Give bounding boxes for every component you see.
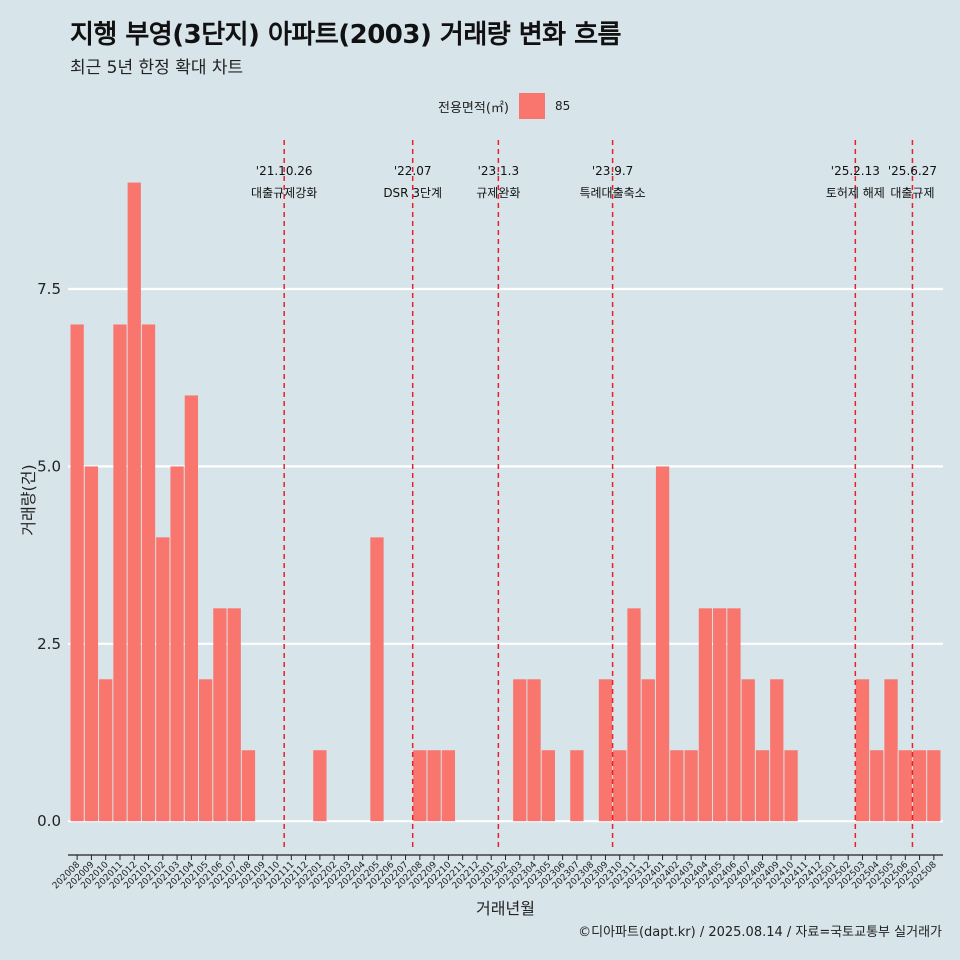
bar: [713, 608, 727, 822]
legend-swatch: [518, 93, 545, 119]
event-label: 규제완화: [476, 186, 520, 200]
bar: [156, 537, 170, 822]
bar: [413, 750, 427, 822]
event-label: 대출규제: [890, 186, 934, 200]
bar: [241, 750, 256, 822]
y-tick-label: 5.0: [37, 457, 61, 475]
bar: [527, 679, 541, 822]
bar: [898, 750, 912, 822]
bar: [99, 679, 113, 822]
bar: [427, 750, 441, 822]
bar: [684, 750, 698, 822]
event-date: '23.1.3: [478, 164, 519, 178]
event-date: '21.10.26: [256, 164, 313, 178]
bar: [784, 750, 798, 822]
bar: [698, 608, 713, 822]
bar: [441, 750, 456, 822]
legend-title: 전용면적(㎡): [438, 100, 509, 116]
y-tick-label: 2.5: [37, 635, 61, 653]
bar: [541, 750, 555, 822]
bar: [598, 679, 613, 822]
x-axis-title: 거래년월: [476, 899, 535, 918]
bar: [127, 182, 141, 822]
bar: [184, 395, 199, 822]
bar: [70, 324, 84, 822]
chart-title: 지행 부영(3단지) 아파트(2003) 거래량 변화 흐름: [70, 20, 621, 50]
bar: [855, 679, 870, 822]
event-date: '25.6.27: [888, 164, 937, 178]
bar: [613, 750, 627, 822]
bar: [870, 750, 884, 822]
chart-subtitle: 최근 5년 한정 확대 차트: [70, 58, 244, 78]
legend: 전용면적(㎡) 85: [438, 93, 570, 119]
bar: [113, 324, 127, 822]
event-date: '23.9.7: [592, 164, 633, 178]
bar: [570, 750, 584, 822]
event-label: 토허제 해제: [826, 186, 885, 200]
legend-key: 85: [554, 99, 571, 113]
bar: [313, 750, 327, 822]
bar: [670, 750, 684, 822]
event-label: 대출규제강화: [251, 186, 317, 200]
bar: [912, 750, 927, 822]
y-axis-title: 거래량(건): [19, 464, 38, 535]
bar: [641, 679, 655, 822]
bar: [741, 679, 755, 822]
bar: [727, 608, 741, 822]
bar: [170, 466, 184, 822]
bar: [513, 679, 527, 822]
bar: [141, 324, 156, 822]
event-label: DSR 3단계: [383, 186, 442, 200]
bar: [627, 608, 641, 822]
bar: [755, 750, 770, 822]
y-tick-label: 0.0: [37, 812, 61, 830]
bar: [927, 750, 941, 822]
bar: [655, 466, 670, 822]
bar: [370, 537, 384, 822]
event-date: '22.07: [394, 164, 432, 178]
bar: [213, 608, 227, 822]
bar: [770, 679, 784, 822]
event-label: 특례대출축소: [579, 186, 645, 200]
bar: [199, 679, 213, 822]
y-tick-label: 7.5: [37, 280, 61, 298]
bar: [227, 608, 241, 822]
event-date: '25.2.13: [831, 164, 880, 178]
bar: [884, 679, 898, 822]
caption: ©디아파트(dapt.kr) / 2025.08.14 / 자료=국토교통부 실…: [578, 925, 942, 940]
bar: [84, 466, 99, 822]
